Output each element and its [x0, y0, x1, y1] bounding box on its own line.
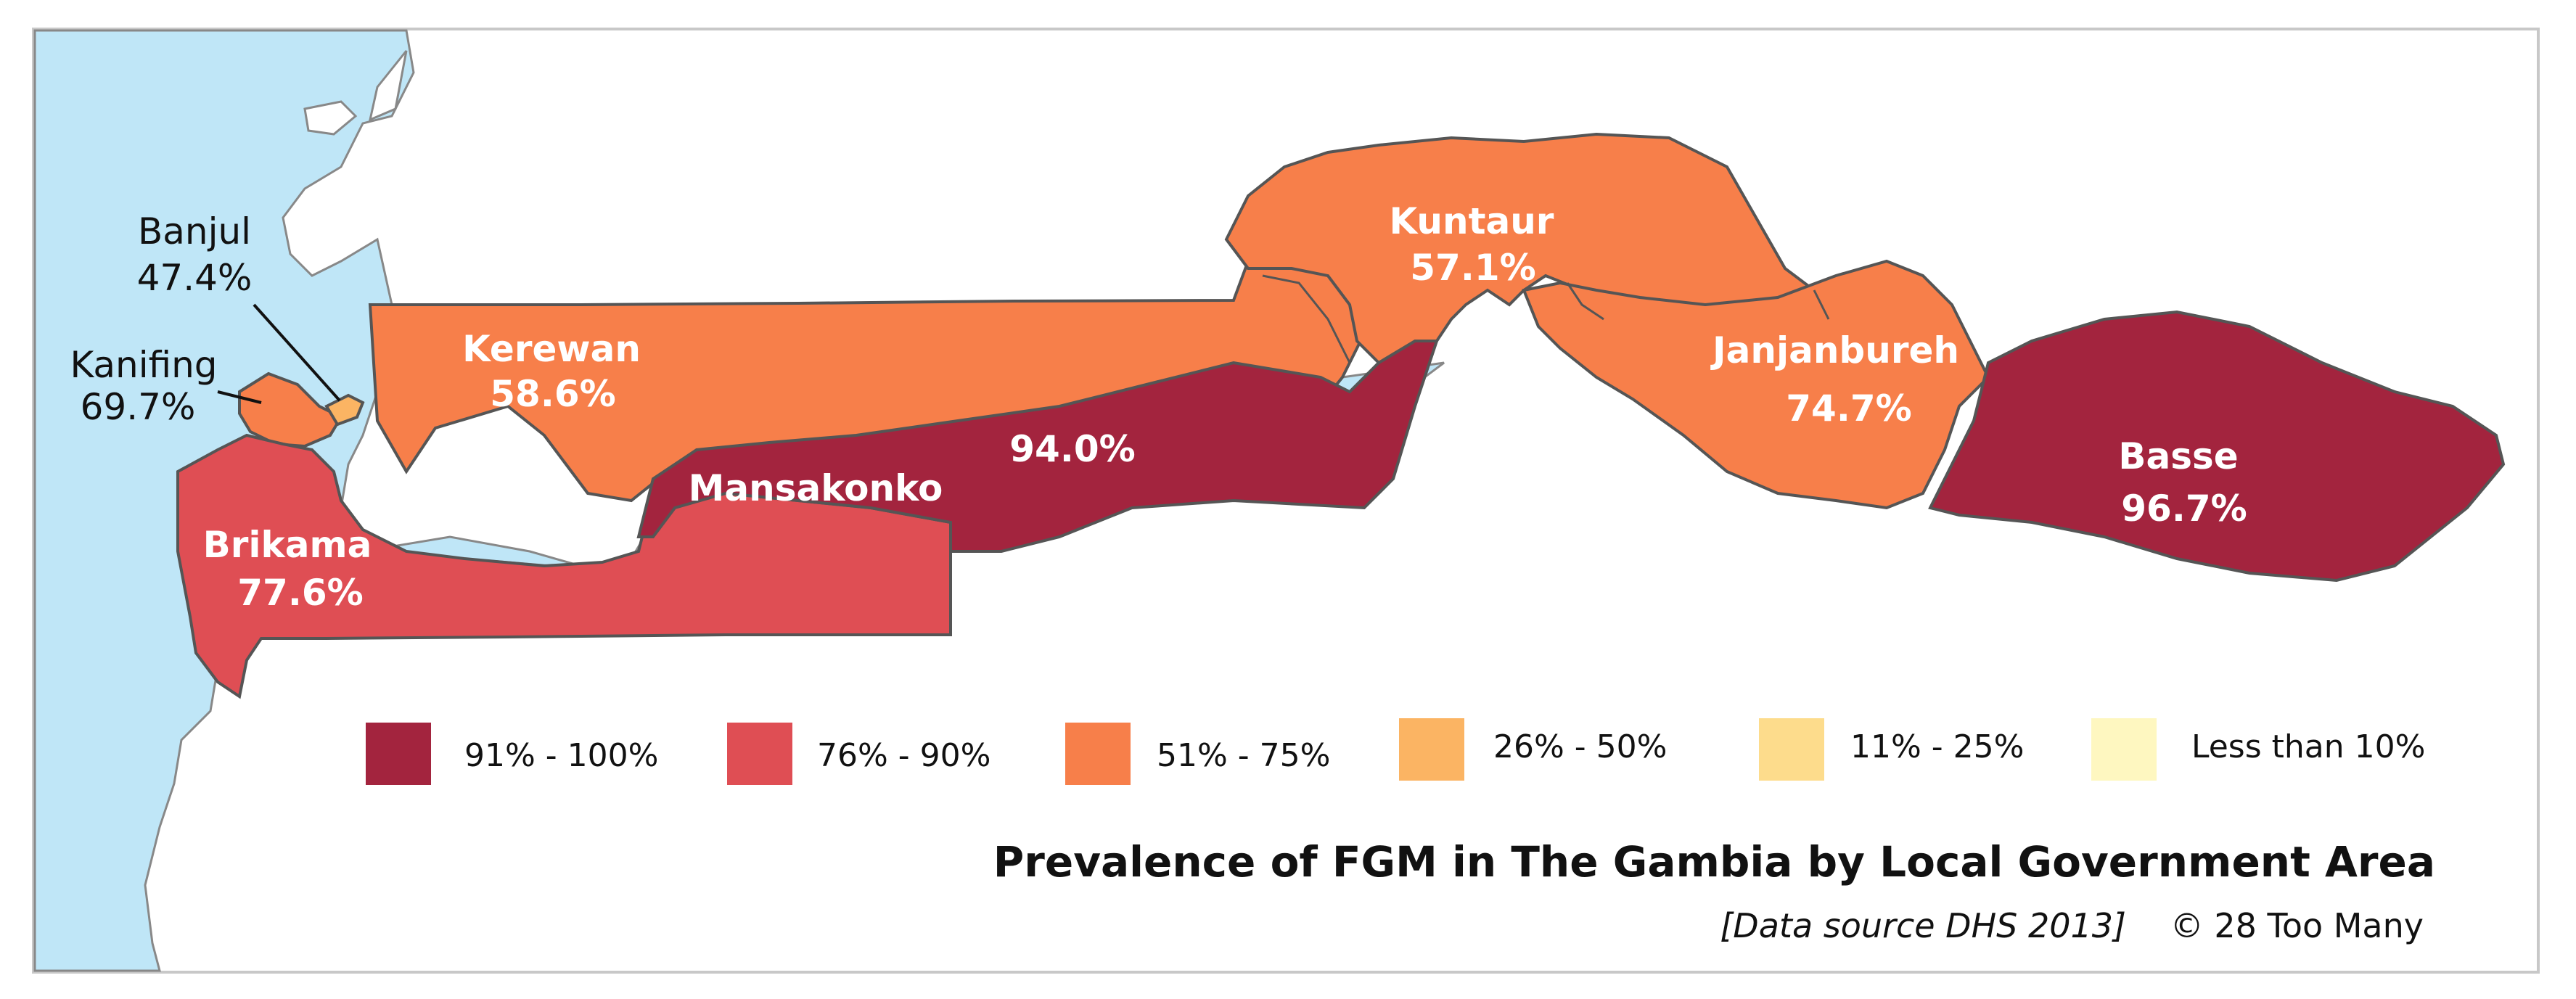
label-kanifing-name: Kanifing: [70, 344, 217, 386]
region-kanifing: [238, 371, 343, 448]
label-basse-value: 96.7%: [2121, 488, 2247, 530]
label-kerewan-value: 58.6%: [490, 373, 615, 415]
map-title: Prevalence of FGM in The Gambia by Local…: [993, 837, 2435, 887]
label-janjanbureh-name: Janjanbureh: [1710, 329, 1959, 371]
legend-swatch: [1065, 723, 1131, 785]
credit: © 28 Too Many: [2170, 906, 2424, 945]
legend-label: 76% - 90%: [817, 737, 990, 774]
legend-label: 11% - 25%: [1850, 728, 2024, 765]
legend-label: 51% - 75%: [1157, 737, 1330, 774]
leader-line-kanifing: [217, 390, 262, 404]
label-basse-name: Basse: [2118, 435, 2238, 477]
label-banjul-name: Banjul: [138, 210, 251, 252]
legend-label: 91% - 100%: [464, 737, 658, 774]
label-kuntaur-name: Kuntaur: [1390, 200, 1554, 242]
legend-swatch: [1399, 718, 1464, 781]
estuary-island: [303, 100, 358, 136]
label-kerewan-name: Kerewan: [462, 328, 641, 370]
label-banjul-value: 47.4%: [137, 257, 253, 299]
label-janjanbureh-value: 74.7%: [1786, 387, 1911, 429]
legend-swatch: [1759, 718, 1824, 781]
label-brikama-value: 77.6%: [237, 572, 363, 614]
legend-label: Less than 10%: [2191, 728, 2425, 765]
legend-swatch: [366, 723, 431, 785]
region-janjanbureh: [1522, 259, 1990, 510]
estuary-inlet: [368, 50, 408, 122]
leader-line-banjul: [253, 303, 341, 402]
legend-swatch: [727, 723, 792, 785]
label-mansakonko-east-value: 94.0%: [1009, 428, 1135, 470]
legend-label: 26% - 50%: [1493, 728, 1667, 765]
data-source: [Data source DHS 2013]: [1720, 906, 2126, 945]
label-brikama-name: Brikama: [203, 524, 372, 566]
label-kanifing-value: 69.7%: [81, 386, 196, 428]
boundary-line: [1262, 274, 1830, 363]
region-banjul: [324, 393, 365, 427]
label-mansakonko-name: Mansakonko: [689, 467, 943, 509]
region-basse: [1928, 310, 2506, 583]
region-mansakonko: [636, 340, 1439, 553]
legend: 91% - 100% 76% - 90% 51% - 75% 26% - 50%…: [366, 718, 2425, 785]
legend-swatch: [2091, 718, 2157, 781]
label-kuntaur-value: 57.1%: [1410, 247, 1535, 289]
